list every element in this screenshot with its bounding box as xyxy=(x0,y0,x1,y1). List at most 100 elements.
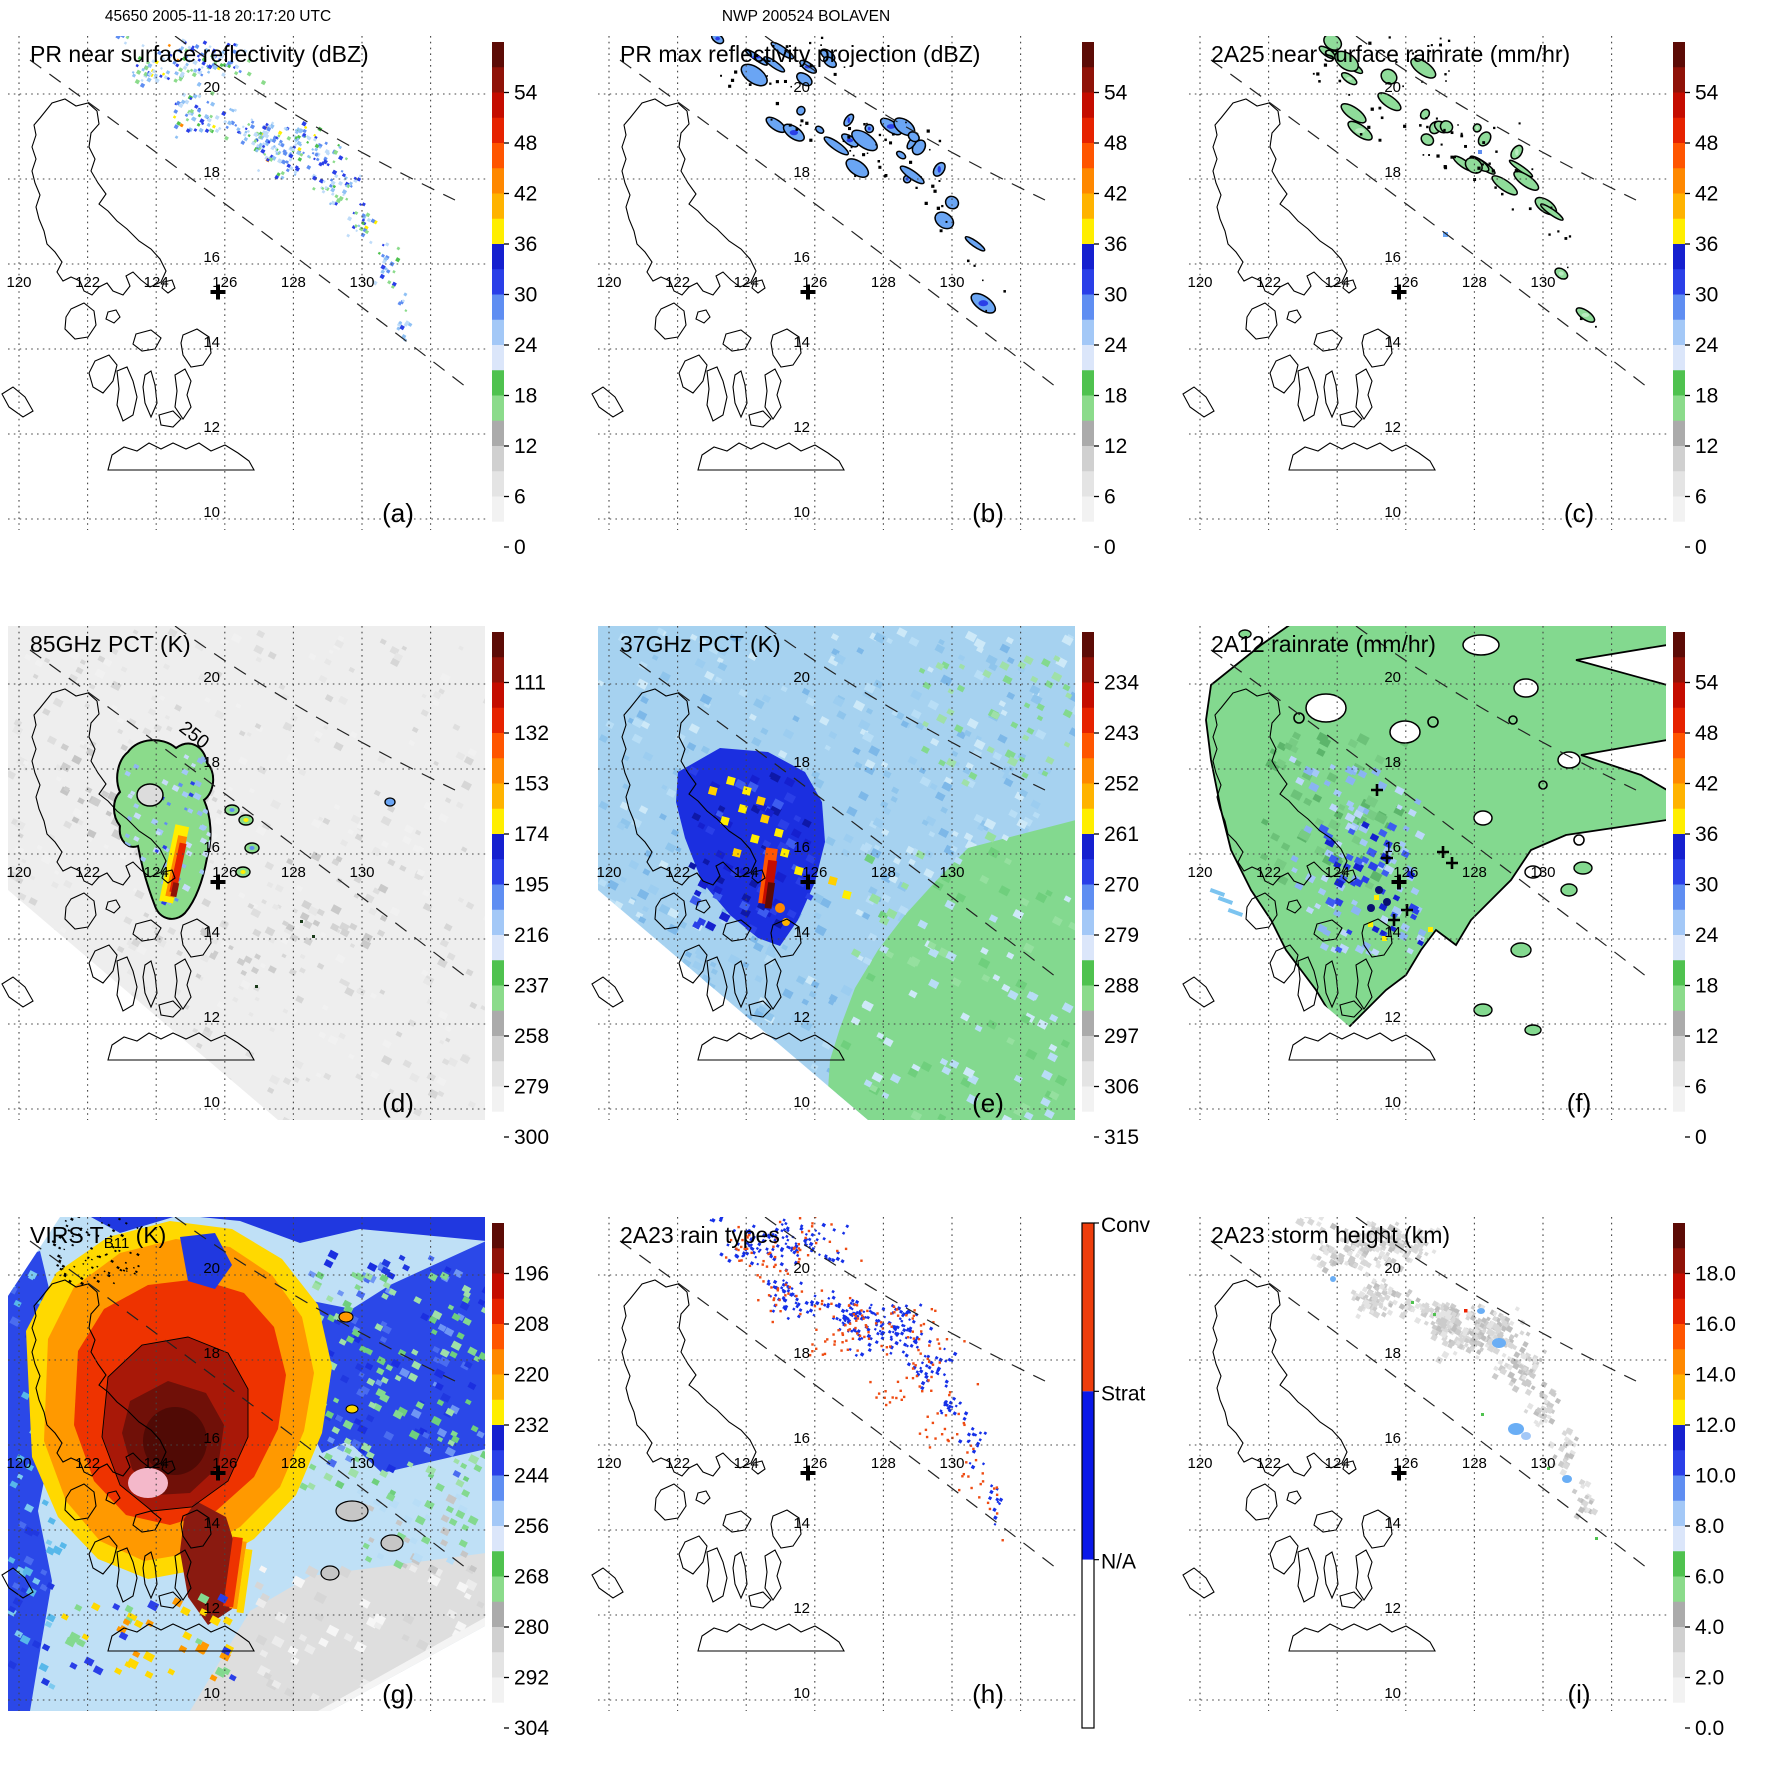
colorbar-tick-label: 18 xyxy=(1104,385,1127,408)
panel-letter: (g) xyxy=(382,1679,414,1709)
lon-label: 122 xyxy=(665,864,690,881)
colorbar-tick-label: 216 xyxy=(514,924,549,947)
lon-label: 122 xyxy=(75,1455,100,1472)
lat-label: 18 xyxy=(794,754,811,771)
colorbar: Conv Strat N/A xyxy=(1081,1214,1151,1729)
storm-center-marker xyxy=(210,1465,226,1481)
lat-label: 10 xyxy=(1384,504,1401,521)
colorbar-tick-label: 243 xyxy=(1104,722,1139,745)
colorbar-tick-label: 0 xyxy=(1695,536,1707,559)
colorbar-tick-label: 36 xyxy=(1695,233,1718,256)
lon-label: 130 xyxy=(1530,864,1555,881)
storm-center-marker xyxy=(210,284,226,300)
colorbar-tick-label: 54 xyxy=(514,82,538,105)
colorbar-tick-label: 174 xyxy=(514,823,549,846)
colorbar-tick-label: 195 xyxy=(514,874,549,897)
colorbar-tick-label: 232 xyxy=(514,1414,549,1437)
lon-label: 120 xyxy=(597,1455,622,1472)
panel-letter: (d) xyxy=(382,1088,414,1118)
data-overlay xyxy=(1294,1216,1598,1540)
panel-letter: (h) xyxy=(972,1679,1004,1709)
colorbar-tick-label: 12.0 xyxy=(1695,1414,1736,1437)
colorbar-tick-label: 42 xyxy=(1695,183,1718,206)
lon-label: 122 xyxy=(1256,1455,1281,1472)
lon-label: 128 xyxy=(281,274,306,291)
colorbar-tick-label: 256 xyxy=(514,1515,549,1538)
lat-label: 18 xyxy=(794,164,811,181)
lon-label: 120 xyxy=(1187,864,1212,881)
rain-type-label: Strat xyxy=(1101,1382,1146,1405)
panel-b: 120 122 124 126 128 130 20 18 16 14 12 10 (b) PR max … xyxy=(590,0,1150,590)
lon-label: 128 xyxy=(281,864,306,881)
colorbar-tick-label: 6 xyxy=(514,486,526,509)
lat-label: 14 xyxy=(794,924,811,941)
colorbar-tick-label: 244 xyxy=(514,1464,549,1487)
colorbar-tick-label: 2.0 xyxy=(1695,1666,1724,1689)
colorbar: 234 243 252 261 270 279 288 297 306 315 xyxy=(1082,632,1140,1149)
colorbar-tick-label: 0 xyxy=(1695,1126,1707,1149)
lat-label: 20 xyxy=(1384,1260,1401,1277)
lat-label: 20 xyxy=(1384,79,1401,96)
lat-label: 14 xyxy=(203,924,220,941)
colorbar-tick-label: 36 xyxy=(1695,823,1718,846)
colorbar-tick-label: 30 xyxy=(1695,284,1718,307)
swath-edge-lines xyxy=(29,626,471,981)
graticule xyxy=(1188,626,1669,1121)
colorbar-tick-label: 280 xyxy=(514,1616,549,1639)
lon-label: 128 xyxy=(1462,274,1487,291)
coastline xyxy=(1181,1279,1436,1652)
colorbar-tick-label: 42 xyxy=(514,183,537,206)
colorbar: 18.0 16.0 14.0 12.0 10.0 8.0 6.0 4.0 2.0 0.0 xyxy=(1672,1222,1736,1740)
lon-label: 120 xyxy=(1187,1455,1212,1472)
panel-g: 120 122 124 126 128 130 20 18 16 14 12 10 (g) VIRS TB… xyxy=(0,1181,560,1771)
lon-label: 130 xyxy=(940,864,965,881)
colorbar-tick-label: 48 xyxy=(1695,722,1718,745)
lon-label: 124 xyxy=(144,1455,169,1472)
lat-label: 20 xyxy=(794,79,811,96)
graticule xyxy=(598,36,1079,530)
colorbar-tick-label: 306 xyxy=(1104,1076,1139,1099)
lon-label: 128 xyxy=(281,1455,306,1472)
lat-label: 12 xyxy=(203,1600,220,1617)
colorbar-tick-label: 48 xyxy=(514,132,537,155)
data-overlay xyxy=(1204,626,1666,1037)
colorbar-tick-label: 111 xyxy=(514,672,546,695)
graticule xyxy=(8,1216,488,1711)
lon-label: 130 xyxy=(349,274,374,291)
colorbar-tick-label: 220 xyxy=(514,1363,549,1386)
lat-label: 10 xyxy=(794,504,811,521)
panel-f: 120 122 124 126 128 130 20 18 16 14 12 10 (f) 2A12 ra… xyxy=(1181,590,1741,1180)
colorbar-tick-label: 12 xyxy=(514,435,537,458)
lon-label: 124 xyxy=(144,274,169,291)
lat-label: 14 xyxy=(794,334,811,351)
lat-label: 14 xyxy=(1384,334,1401,351)
lon-label: 120 xyxy=(597,274,622,291)
colorbar-tick-label: 279 xyxy=(1104,924,1139,947)
colorbar-tick-label: 18 xyxy=(1695,975,1718,998)
lat-label: 10 xyxy=(1384,1685,1401,1702)
lat-label: 16 xyxy=(794,839,811,856)
lon-label: 130 xyxy=(1530,274,1555,291)
lat-label: 16 xyxy=(794,249,811,266)
colorbar-tick-label: 279 xyxy=(514,1076,549,1099)
colorbar-tick-label: 24 xyxy=(1695,924,1719,947)
colorbar-tick-label: 153 xyxy=(514,773,549,796)
colorbar-tick-label: 24 xyxy=(1104,334,1128,357)
lat-label: 12 xyxy=(203,419,220,436)
colorbar-tick-label: 300 xyxy=(514,1126,549,1149)
lon-label: 128 xyxy=(871,864,896,881)
swath-edge-lines xyxy=(619,36,1061,391)
lat-label: 18 xyxy=(1384,754,1401,771)
coastline xyxy=(591,1279,846,1652)
panel-letter: (b) xyxy=(972,498,1004,528)
lon-label: 130 xyxy=(940,274,965,291)
storm-center-marker xyxy=(1391,1465,1407,1481)
colorbar: 111 132 153 174 195 216 237 258 279 300 xyxy=(492,632,549,1149)
panel-letter: (i) xyxy=(1567,1679,1590,1709)
